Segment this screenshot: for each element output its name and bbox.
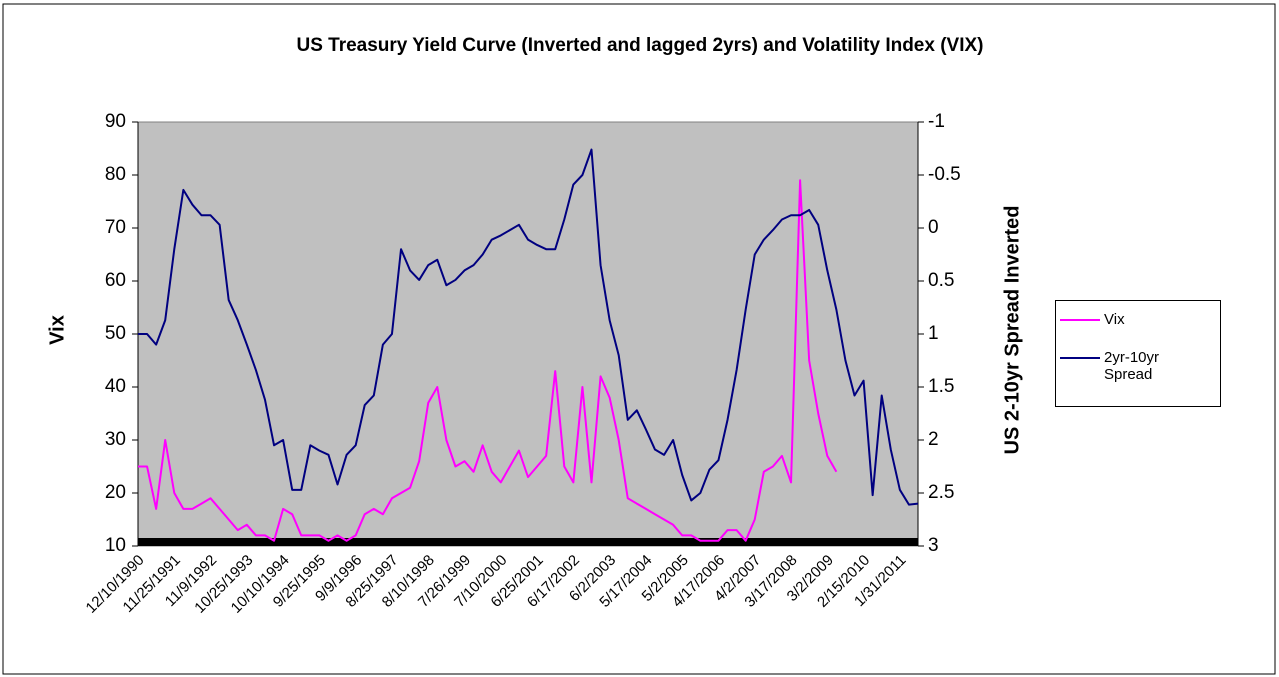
legend-entry: 2yr-10yr Spread (1056, 349, 1184, 383)
y2-tick-label: -0.5 (928, 164, 961, 185)
y-tick-label: 90 (105, 111, 126, 132)
legend-label: 2yr-10yr Spread (1104, 349, 1160, 383)
legend-swatch (1060, 319, 1100, 321)
y2-tick-label: 0 (928, 217, 939, 238)
chart-title: US Treasury Yield Curve (Inverted and la… (296, 35, 983, 56)
y-tick-label: 10 (105, 535, 126, 556)
y-axis-title: Vix (46, 315, 68, 345)
y2-tick-label: 0.5 (928, 270, 954, 291)
legend-swatch (1060, 357, 1100, 359)
y2-tick-label: 2.5 (928, 482, 954, 503)
series-line (138, 148, 919, 506)
legend-label: Vix (1104, 311, 1125, 328)
y-tick-label: 40 (105, 376, 126, 397)
y-tick-label: 80 (105, 164, 126, 185)
y2-tick-label: 2 (928, 429, 939, 450)
y2-axis-title: US 2-10yr Spread Inverted (1001, 206, 1023, 455)
series-line (138, 179, 838, 542)
y2-tick-label: -1 (928, 111, 945, 132)
legend: Vix 2yr-10yr Spread (1055, 300, 1221, 407)
y-tick-label: 20 (105, 482, 126, 503)
y-tick-label: 30 (105, 429, 126, 450)
x-axis-band (138, 538, 918, 546)
y-tick-label: 70 (105, 217, 126, 238)
y-tick-label: 60 (105, 270, 126, 291)
y2-tick-label: 1.5 (928, 376, 954, 397)
y2-tick-label: 3 (928, 535, 939, 556)
legend-entry: Vix (1056, 311, 1184, 328)
y2-tick-label: 1 (928, 323, 939, 344)
y-tick-label: 50 (105, 323, 126, 344)
